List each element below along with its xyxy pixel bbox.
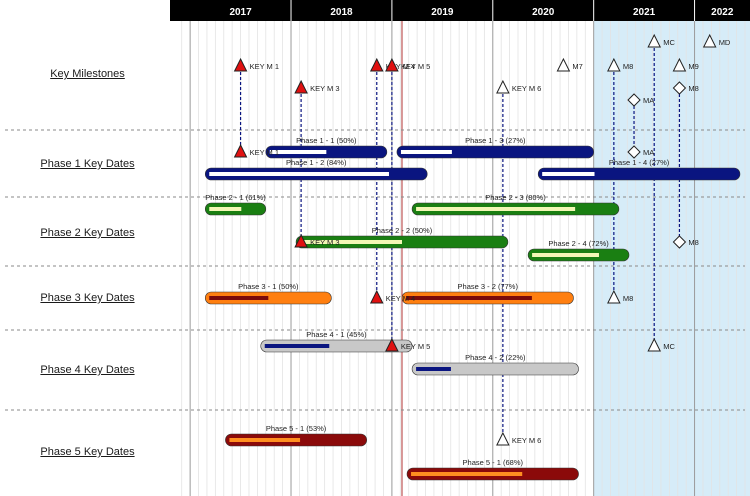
milestone-label: KEY M 6 <box>512 436 541 445</box>
milestone-label: KEY M 1 <box>250 148 279 157</box>
milestone-triangle <box>294 79 308 94</box>
task-label: Phase 4 - 2 (22%) <box>465 353 526 362</box>
task-label: Phase 1 - 1 (50%) <box>296 136 357 145</box>
milestone-triangle <box>702 33 717 48</box>
year-header: 2017 2018 2019 2020 2021 2022 <box>170 0 750 21</box>
task-label: Phase 1 - 3 (27%) <box>465 136 526 145</box>
milestone-triangle <box>385 337 399 352</box>
milestone-label: KEY M 4 <box>386 294 415 303</box>
milestone-label: KEY M 3 <box>310 238 339 247</box>
year-label: 2017 <box>229 7 252 18</box>
task-bar <box>537 167 741 181</box>
milestone-label: KEY M 5 <box>401 342 430 351</box>
row-label-phase-2: Phase 2 Key Dates <box>40 227 135 239</box>
milestone-label: M8 <box>623 294 633 303</box>
task-bar <box>396 145 594 159</box>
milestone-label: M8 <box>688 84 698 93</box>
milestone-label: MA <box>643 148 654 157</box>
task-label: Phase 2 - 1 (61%) <box>205 193 266 202</box>
task-progress-fill <box>229 438 301 442</box>
milestone-label: M8 <box>623 62 633 71</box>
milestone-label: KEY M 4 <box>386 62 415 71</box>
task-progress-fill <box>542 172 595 176</box>
milestone-triangle <box>369 289 384 304</box>
milestone-triangle <box>647 33 662 48</box>
task-label: Phase 2 - 3 (80%) <box>485 193 546 202</box>
row-label-phase-4: Phase 4 Key Dates <box>40 364 135 376</box>
row-label-phase-3: Phase 3 Key Dates <box>40 292 135 304</box>
milestone-label: MA <box>643 96 654 105</box>
milestone-diamond <box>672 235 687 249</box>
milestone-triangle <box>369 57 384 72</box>
task-progress-fill <box>209 296 269 300</box>
milestone-label: KEY M 3 <box>310 84 339 93</box>
milestone-label: KEY M 6 <box>512 84 541 93</box>
year-label: 2018 <box>330 7 353 18</box>
row-label-key-milestones: Key Milestones <box>50 68 125 80</box>
task-progress-fill <box>416 367 451 371</box>
task-progress-fill <box>532 253 599 257</box>
task-progress-fill <box>400 150 452 154</box>
milestone-label: MC <box>663 342 675 351</box>
task-label: Phase 5 - 1 (68%) <box>463 458 524 467</box>
milestone-triangle <box>294 233 308 248</box>
year-label: 2019 <box>431 7 454 18</box>
row-label-phase-5: Phase 5 Key Dates <box>40 446 135 458</box>
task-bar <box>411 362 579 376</box>
task-bar <box>260 339 413 353</box>
task-label: Phase 5 - 1 (53%) <box>266 424 327 433</box>
task-label: Phase 3 - 2 (77%) <box>458 282 519 291</box>
milestone-label: M8 <box>688 238 698 247</box>
year-label: 2020 <box>532 7 555 18</box>
milestone-diamond <box>672 81 687 95</box>
milestone-diamond <box>627 145 641 159</box>
milestone-triangle <box>647 337 662 352</box>
milestone-label: M9 <box>688 62 698 71</box>
task-label: Phase 4 - 1 (45%) <box>306 330 367 339</box>
year-label: 2022 <box>711 7 734 18</box>
task-label: Phase 2 - 4 (72%) <box>548 239 609 248</box>
milestone-triangle <box>233 57 248 72</box>
task-progress-fill <box>269 150 327 154</box>
milestone-diamond <box>627 93 641 107</box>
task-progress-fill <box>209 207 242 211</box>
milestone-label: KEY M 5 <box>401 62 430 71</box>
milestone-triangle <box>496 431 510 446</box>
task-progress-fill <box>300 240 402 244</box>
milestone-triangle <box>607 57 621 72</box>
milestone-label: MC <box>663 38 675 47</box>
milestone-triangle <box>607 289 621 304</box>
header-background <box>170 0 750 21</box>
task-label: Phase 2 - 2 (50%) <box>372 226 433 235</box>
milestone-triangle <box>385 57 399 72</box>
task-progress-fill <box>405 296 532 300</box>
grid-layer <box>5 21 746 496</box>
task-label: Phase 1 - 2 (84%) <box>286 158 347 167</box>
task-bars: Phase 1 - 1 (50%) Phase 1 - 3 (27%) Phase … <box>204 136 741 481</box>
task-progress-fill <box>411 472 523 476</box>
milestone-label: MD <box>719 38 731 47</box>
milestone-label: M7 <box>572 62 582 71</box>
task-label: Phase 3 - 1 (50%) <box>238 282 299 291</box>
task-label: Phase 1 - 4 (27%) <box>609 158 670 167</box>
row-label-phase-1: Phase 1 Key Dates <box>40 158 135 170</box>
task-progress-fill <box>209 172 389 176</box>
milestone-triangle <box>496 79 510 94</box>
year-label: 2021 <box>633 7 656 18</box>
milestone-triangle <box>672 57 687 72</box>
task-progress-fill <box>264 344 330 348</box>
milestone-triangle <box>556 57 571 72</box>
milestone-label: KEY M 1 <box>250 62 279 71</box>
milestone-triangle <box>233 143 248 158</box>
task-progress-fill <box>416 207 576 211</box>
